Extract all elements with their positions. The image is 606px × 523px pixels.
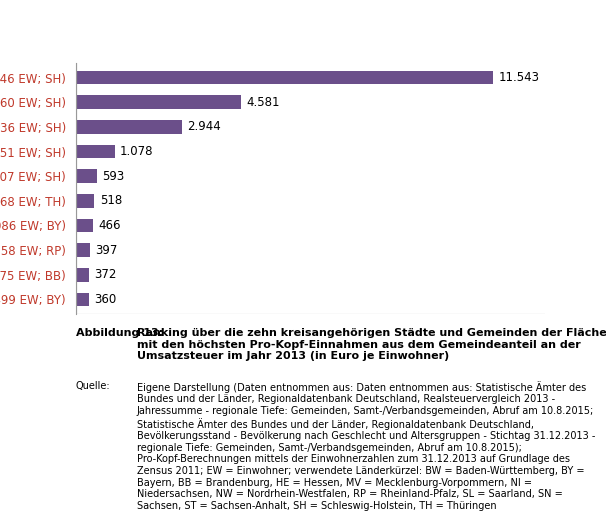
Text: 4.581: 4.581	[247, 96, 280, 109]
Text: 466: 466	[98, 219, 121, 232]
Text: Ranking über die zehn kreisangehörigen Städte und Gemeinden der Flächenländer
mi: Ranking über die zehn kreisangehörigen S…	[137, 328, 606, 361]
Bar	[76, 120, 182, 134]
Text: 11.543: 11.543	[498, 71, 539, 84]
Bar	[76, 71, 493, 84]
Text: 593: 593	[102, 169, 125, 183]
Text: 372: 372	[95, 268, 117, 281]
Text: 397: 397	[96, 244, 118, 257]
Bar	[76, 169, 97, 183]
Bar	[76, 243, 90, 257]
Text: 2.944: 2.944	[187, 120, 221, 133]
Text: Quelle:: Quelle:	[76, 381, 110, 391]
Bar	[76, 293, 88, 306]
Bar	[76, 95, 241, 109]
Bar	[76, 145, 115, 158]
Bar	[76, 219, 93, 232]
Text: 1.078: 1.078	[120, 145, 153, 158]
Text: Abbildung 13:: Abbildung 13:	[76, 328, 163, 338]
Text: Eigene Darstellung (Daten entnommen aus: Daten entnommen aus: Statistische Ämter: Eigene Darstellung (Daten entnommen aus:…	[137, 381, 595, 511]
Text: 360: 360	[94, 293, 116, 306]
Text: 518: 518	[100, 195, 122, 207]
Bar	[76, 268, 89, 281]
Bar	[76, 194, 95, 208]
